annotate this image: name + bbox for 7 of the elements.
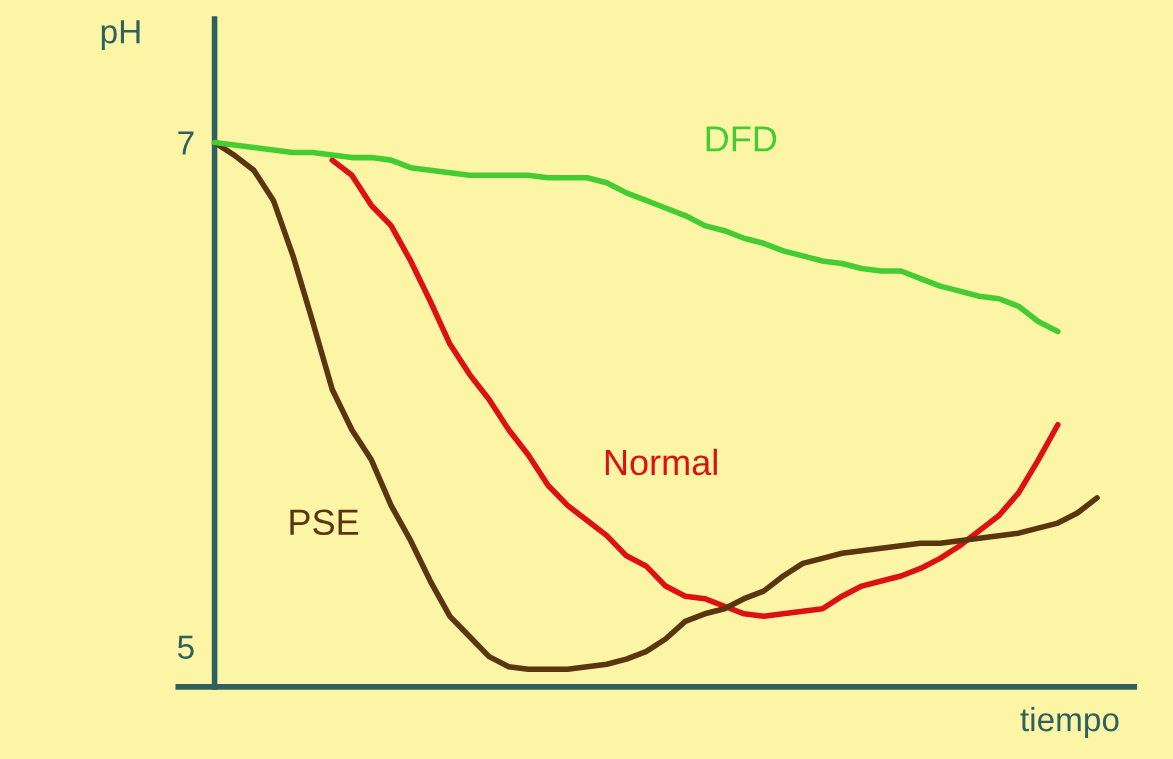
y-tick-label: 7 bbox=[178, 131, 194, 155]
x-axis-title: tiempo bbox=[1020, 706, 1119, 739]
series-label: Normal bbox=[605, 448, 717, 476]
series-label: DFD bbox=[706, 126, 777, 152]
y-axis-title: pH bbox=[101, 20, 140, 51]
y-tick-label: 5 bbox=[177, 635, 194, 659]
series-label: PSE bbox=[290, 509, 359, 536]
